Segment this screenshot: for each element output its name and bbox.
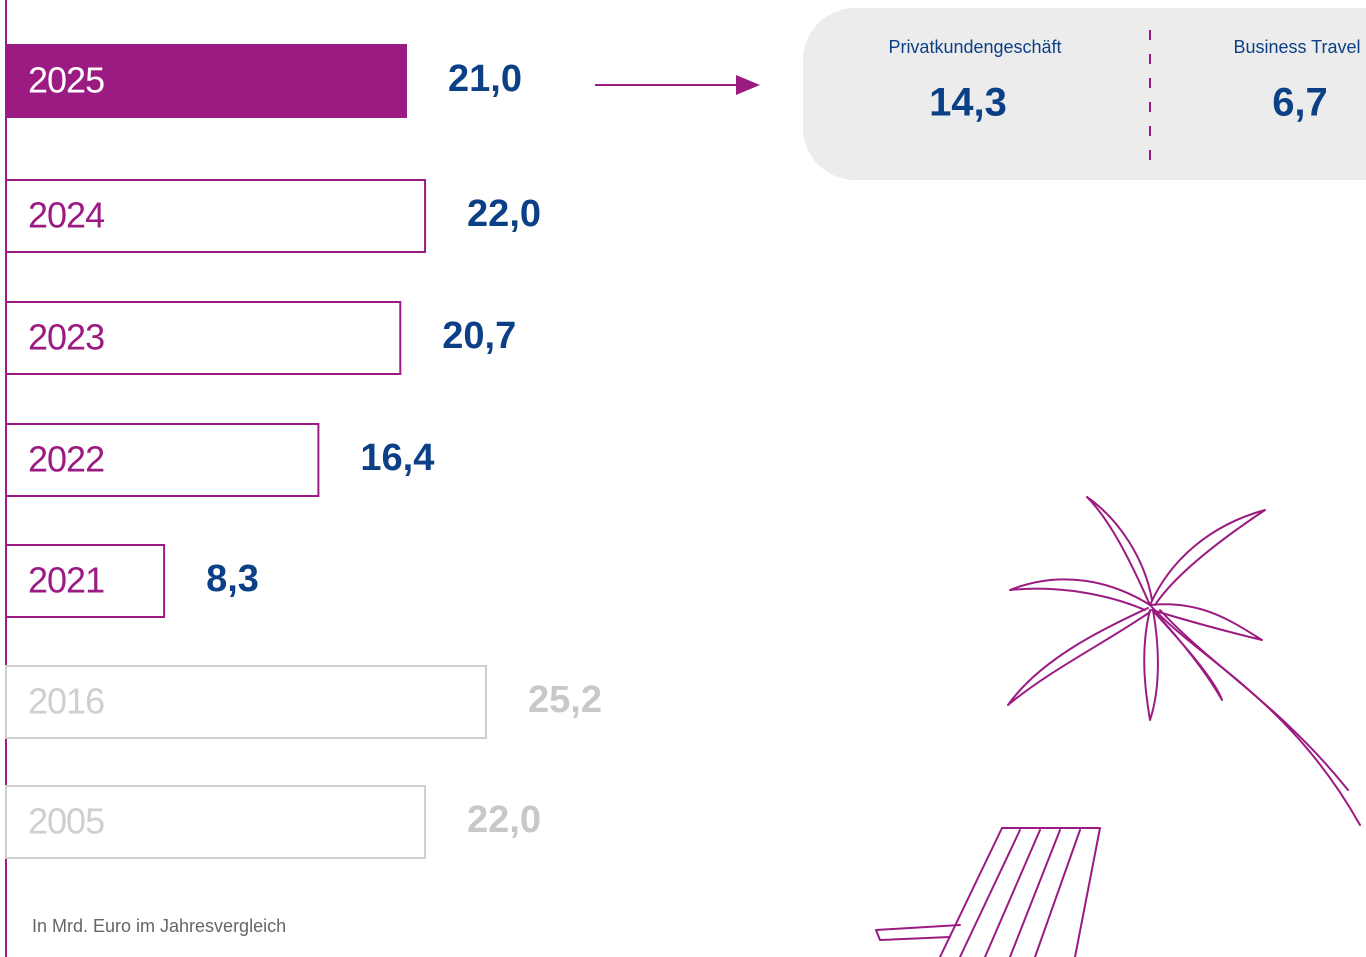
category-label: 2025 [28, 60, 104, 101]
breakdown-name: Business Travel [1233, 37, 1360, 57]
category-label: 2023 [28, 317, 104, 358]
note: In Mrd. Euro im Jahresvergleich [32, 916, 286, 936]
breakdown-name: Privatkundengeschäft [888, 37, 1061, 57]
breakdown-value: 6,7 [1272, 81, 1328, 125]
value-label: 21,0 [448, 58, 522, 100]
value-label: 16,4 [360, 437, 434, 479]
value-label: 25,2 [528, 679, 602, 721]
value-label: 22,0 [467, 799, 541, 841]
bar [5, 785, 427, 859]
arrow-head [736, 75, 760, 95]
category-label: 2005 [28, 801, 104, 842]
bar [5, 423, 320, 497]
value-label: 20,7 [442, 315, 516, 357]
beach-chair [875, 827, 1101, 957]
bar [5, 544, 166, 618]
category-label: 2022 [28, 439, 104, 480]
category-label: 2024 [28, 195, 104, 236]
bar [5, 665, 487, 739]
value-label: 22,0 [467, 193, 541, 235]
category-label: 2021 [28, 560, 104, 601]
bar [5, 179, 427, 253]
category-label: 2016 [28, 681, 104, 722]
bar [5, 301, 402, 375]
value-label: 8,3 [206, 558, 259, 600]
breakdown-value: 14,3 [929, 81, 1007, 125]
breakdown-panel [803, 8, 1366, 180]
palm-tree [1007, 496, 1361, 826]
bar [5, 44, 407, 118]
